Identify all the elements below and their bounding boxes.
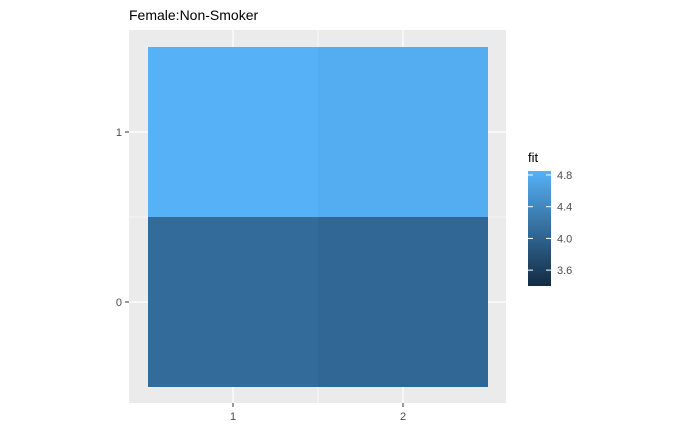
legend-tick-label: 4.8 [557, 170, 572, 182]
y-tick-label: 0 [116, 297, 122, 309]
y-tick-label: 1 [116, 127, 122, 139]
legend-color-bar [528, 171, 551, 286]
heatmap-cell [318, 217, 488, 387]
chart-title: Female:Non-Smoker [129, 7, 258, 23]
x-tick-label: 1 [230, 411, 236, 423]
y-axis: 01 [116, 127, 129, 309]
heatmap-cell [148, 217, 318, 387]
heatmap-cell [148, 47, 318, 217]
legend-tick-label: 4.4 [557, 202, 572, 214]
heatmap-cell [318, 47, 488, 217]
legend-tick-label: 4.0 [557, 233, 572, 245]
legend-title: fit [528, 150, 539, 165]
heatmap-cells [148, 47, 488, 387]
legend-ticks: 3.6 4.0 4.4 4.8 [528, 170, 572, 277]
color-legend: fit 3.6 4.0 4.4 4.8 [528, 150, 572, 286]
legend-tick-label: 3.6 [557, 265, 572, 277]
x-tick-label: 2 [400, 411, 406, 423]
